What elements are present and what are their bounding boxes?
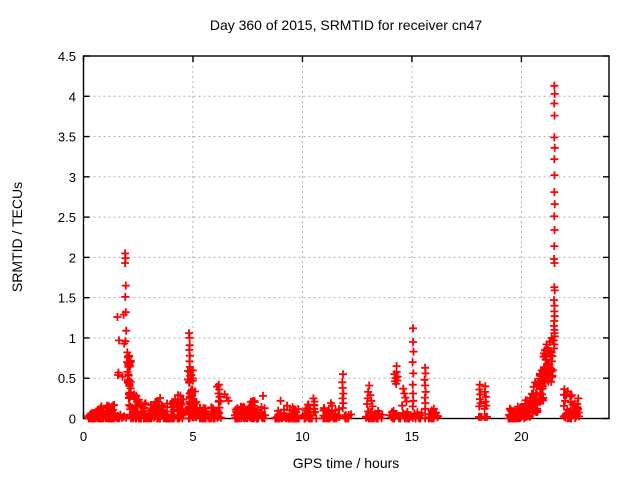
y-tick-label: 4.5 xyxy=(58,49,76,64)
x-tick-label: 5 xyxy=(189,429,196,444)
x-axis-label: GPS time / hours xyxy=(293,455,400,471)
x-tick-labels: 0 5 10 15 20 xyxy=(80,429,529,444)
y-tick-label: 2 xyxy=(69,250,76,265)
x-tick-label: 0 xyxy=(80,429,87,444)
axis-ticks xyxy=(82,55,609,420)
x-tick-label: 15 xyxy=(405,429,419,444)
y-axis-label: SRMTID / TECUs xyxy=(9,182,25,292)
y-tick-label: 3 xyxy=(69,170,76,185)
y-tick-label: 0 xyxy=(69,412,76,427)
y-tick-label: 1.5 xyxy=(58,291,76,306)
y-tick-label: 0.5 xyxy=(58,371,76,386)
y-tick-label: 4 xyxy=(69,89,76,104)
x-tick-label: 10 xyxy=(295,429,309,444)
x-tick-label: 20 xyxy=(514,429,528,444)
y-tick-label: 2.5 xyxy=(58,210,76,225)
y-tick-label: 3.5 xyxy=(58,130,76,145)
scatter-points xyxy=(84,81,583,423)
grid-lines xyxy=(83,56,609,419)
y-tick-labels: 0 0.5 1 1.5 2 2.5 3 3.5 4 4.5 xyxy=(58,49,76,427)
plot-border xyxy=(82,55,610,420)
chart-title: Day 360 of 2015, SRMTID for receiver cn4… xyxy=(210,17,483,33)
y-tick-label: 1 xyxy=(69,331,76,346)
